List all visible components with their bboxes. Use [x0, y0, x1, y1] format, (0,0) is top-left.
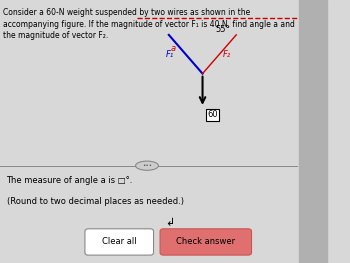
Text: a: a [170, 44, 176, 53]
FancyBboxPatch shape [160, 229, 252, 255]
Bar [299, 0, 327, 263]
Text: The measure of angle a is □°.: The measure of angle a is □°. [7, 176, 133, 185]
Text: Check answer: Check answer [176, 237, 235, 246]
Text: F₁: F₁ [166, 50, 174, 59]
Text: F₂: F₂ [223, 50, 231, 59]
Text: 55°: 55° [215, 24, 230, 34]
Text: (Round to two decimal places as needed.): (Round to two decimal places as needed.) [7, 197, 183, 206]
Text: •••: ••• [142, 163, 152, 168]
Text: Clear all: Clear all [102, 237, 136, 246]
Text: ↲: ↲ [165, 218, 175, 228]
Text: Consider a 60-N weight suspended by two wires as shown in the
accompanying figur: Consider a 60-N weight suspended by two … [3, 8, 295, 41]
Ellipse shape [135, 161, 159, 170]
Text: 60: 60 [208, 110, 218, 119]
FancyBboxPatch shape [85, 229, 154, 255]
